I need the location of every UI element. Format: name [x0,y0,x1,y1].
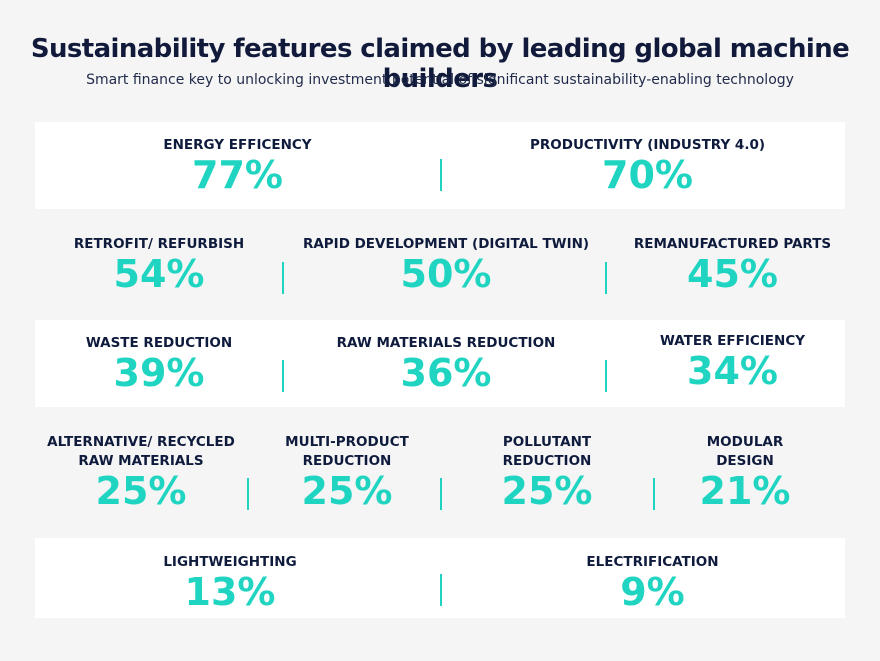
stat-value: 50% [400,252,492,296]
stat-label-line1: ALTERNATIVE/ RECYCLED [47,434,235,450]
stat-label: REMANUFACTURED PARTS [633,236,832,252]
divider [282,360,284,392]
stat-rapid-development: RAPID DEVELOPMENT (DIGITAL TWIN) 50% [297,235,595,294]
stat-energy-efficiency: ENERGY EFFICENCY 77% [35,136,440,195]
stat-label-line1: MODULAR [706,434,784,450]
stat-label-line2: REDUCTION [502,453,592,469]
divider [605,360,607,392]
page-subtitle: Smart finance key to unlocking investmen… [86,72,794,88]
stat-value: 45% [687,252,778,296]
stat-lightweighting: LIGHTWEIGHTING 13% [35,553,425,612]
stat-label: WATER EFFICIENCY [659,333,806,349]
stat-electrification: ELECTRIFICATION 9% [455,553,850,612]
stat-value: 25% [301,469,393,513]
divider [605,262,607,294]
stat-label: WASTE REDUCTION [85,335,233,351]
stat-row-3: WASTE REDUCTION 39% RAW MATERIALS REDUCT… [35,320,845,407]
stat-value: 25% [95,469,187,513]
stat-label: ELECTRIFICATION [586,554,719,570]
divider [653,478,655,510]
stat-value: 39% [113,351,205,395]
stat-modular-design: MODULAR DESIGN 21% [659,433,831,511]
stat-remanufactured-parts: REMANUFACTURED PARTS 45% [620,235,845,294]
stat-alternative-raw-materials: ALTERNATIVE/ RECYCLED RAW MATERIALS 25% [35,433,247,511]
stat-label: RAPID DEVELOPMENT (DIGITAL TWIN) [302,236,590,252]
stat-row-2: RETROFIT/ REFURBISH 54% RAPID DEVELOPMEN… [35,220,845,310]
stat-raw-materials-reduction: RAW MATERIALS REDUCTION 36% [297,334,595,393]
divider [247,478,249,510]
stat-value: 36% [400,351,492,395]
stat-label: PRODUCTIVITY (INDUSTRY 4.0) [529,137,766,153]
stat-row-5: LIGHTWEIGHTING 13% ELECTRIFICATION 9% [35,538,845,618]
stat-row-4: ALTERNATIVE/ RECYCLED RAW MATERIALS 25% … [35,420,845,525]
stat-label: LIGHTWEIGHTING [163,554,297,570]
stat-row-1: ENERGY EFFICENCY 77% PRODUCTIVITY (INDUS… [35,122,845,209]
stat-label-line1: POLLUTANT [502,434,592,450]
stat-pollutant-reduction: POLLUTANT REDUCTION 25% [447,433,647,511]
stat-label-line2: REDUCTION [302,453,392,469]
stat-value: 34% [687,349,778,393]
stat-label: RETROFIT/ REFURBISH [73,236,245,252]
stat-value: 54% [113,252,205,296]
stat-value: 25% [501,469,593,513]
stat-label-line1: MULTI-PRODUCT [285,434,409,450]
stat-value: 70% [602,153,693,197]
stat-value: 13% [184,570,276,614]
divider [440,478,442,510]
stat-water-efficiency: WATER EFFICIENCY 34% [620,332,845,391]
page-title: Sustainability features claimed by leadi… [30,34,850,94]
stat-value: 77% [192,153,283,197]
stat-productivity: PRODUCTIVITY (INDUSTRY 4.0) 70% [450,136,845,195]
stat-value: 9% [620,570,685,614]
stat-waste-reduction: WASTE REDUCTION 39% [35,334,283,393]
divider [440,159,442,191]
stat-multi-product-reduction: MULTI-PRODUCT REDUCTION 25% [253,433,441,511]
stat-label: RAW MATERIALS REDUCTION [336,335,556,351]
stat-label-line2: DESIGN [716,453,774,469]
stat-label: ENERGY EFFICENCY [163,137,312,153]
stat-retrofit-refurbish: RETROFIT/ REFURBISH 54% [35,235,283,294]
stat-label-line2: RAW MATERIALS [78,453,204,469]
divider [282,262,284,294]
divider [440,574,442,606]
stat-value: 21% [699,469,791,513]
